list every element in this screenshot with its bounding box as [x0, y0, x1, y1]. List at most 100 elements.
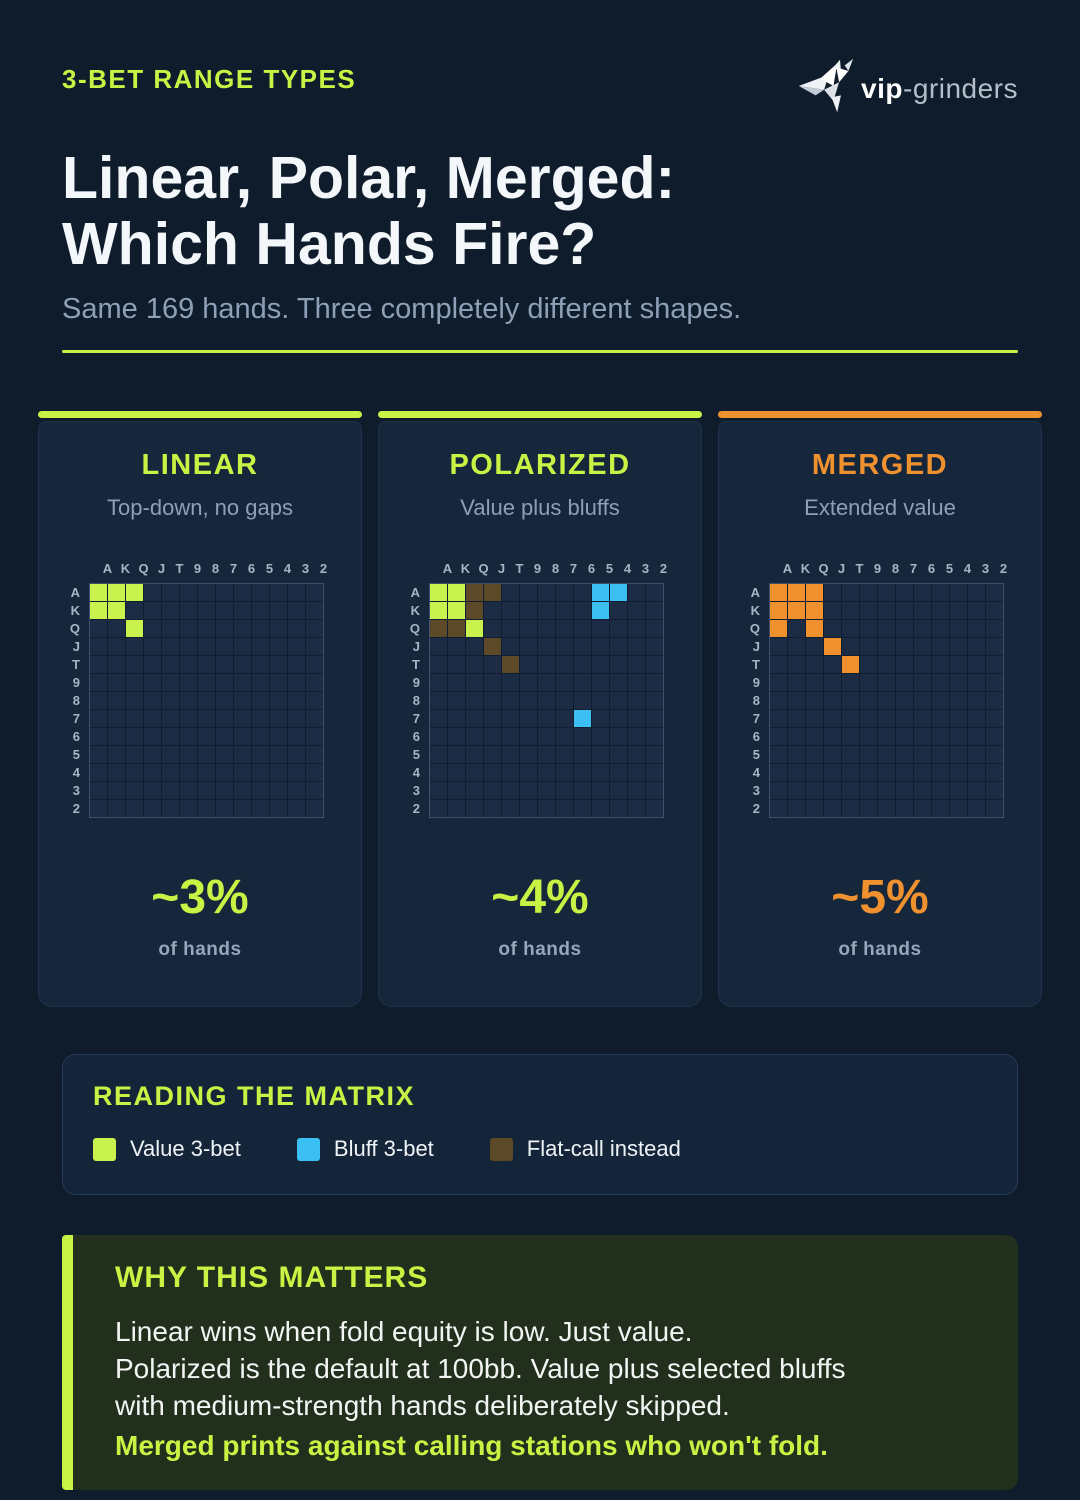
range-percentage-label: of hands	[498, 939, 582, 960]
matrix-cell	[896, 638, 913, 655]
matrix-cell	[968, 710, 985, 727]
matrix-cell	[556, 584, 573, 601]
matrix-row-label: A	[410, 585, 420, 600]
matrix-cell	[484, 674, 501, 691]
matrix-cell	[574, 620, 591, 637]
matrix-cell	[628, 602, 645, 619]
matrix-cell	[430, 728, 447, 745]
matrix-cell	[520, 728, 537, 745]
matrix-cell	[90, 620, 107, 637]
matrix-cell	[896, 746, 913, 763]
matrix-row-label: A	[70, 585, 80, 600]
matrix-row-label: 4	[412, 765, 420, 780]
matrix-cell	[162, 782, 179, 799]
matrix-cell	[252, 620, 269, 637]
matrix-cell	[950, 746, 967, 763]
matrix-cell	[520, 746, 537, 763]
matrix-col-header: J	[497, 561, 506, 576]
legend-title: READING THE MATRIX	[93, 1081, 415, 1111]
matrix-cell	[986, 746, 1003, 763]
matrix-cell	[180, 584, 197, 601]
matrix-cell	[252, 728, 269, 745]
matrix-cell	[806, 746, 823, 763]
matrix-cell	[216, 638, 233, 655]
matrix-cell	[484, 602, 501, 619]
matrix-cell	[592, 746, 609, 763]
matrix-cell	[932, 692, 949, 709]
matrix-cell	[950, 602, 967, 619]
matrix-col-header: 5	[605, 561, 614, 576]
matrix-cell	[180, 656, 197, 673]
matrix-cell	[270, 674, 287, 691]
card-accent-bar	[38, 411, 362, 418]
matrix-row-label: 9	[412, 675, 420, 690]
matrix-cell	[216, 800, 233, 817]
matrix-cell	[968, 584, 985, 601]
matrix-cell	[126, 674, 143, 691]
matrix-cell	[986, 620, 1003, 637]
matrix-cell	[234, 602, 251, 619]
matrix-row-label: 5	[752, 747, 760, 762]
matrix-col-header: T	[515, 561, 524, 576]
why-line: Linear wins when fold equity is low. Jus…	[115, 1316, 693, 1347]
matrix-cell	[896, 656, 913, 673]
matrix-row-label: K	[750, 603, 760, 618]
matrix-cell	[252, 746, 269, 763]
matrix-cell	[628, 638, 645, 655]
matrix-cell	[216, 620, 233, 637]
matrix-cell	[950, 728, 967, 745]
matrix-cell	[306, 764, 323, 781]
matrix-cell	[90, 584, 107, 601]
page-title-line1: Linear, Polar, Merged:	[62, 145, 676, 211]
matrix-cell	[198, 656, 215, 673]
matrix-cell	[574, 602, 591, 619]
matrix-cell	[860, 728, 877, 745]
matrix-col-header: K	[800, 561, 811, 576]
matrix-cell	[108, 728, 125, 745]
card-subtitle: Value plus bluffs	[460, 495, 620, 520]
matrix-col-header: 3	[301, 561, 310, 576]
matrix-cell	[628, 656, 645, 673]
matrix-cell	[288, 620, 305, 637]
matrix-cell	[556, 656, 573, 673]
matrix-row-label: 3	[72, 783, 80, 798]
matrix-cell	[502, 710, 519, 727]
matrix-cell	[896, 692, 913, 709]
matrix-cell	[556, 620, 573, 637]
matrix-cell	[484, 656, 501, 673]
matrix-cell	[646, 620, 663, 637]
matrix-cell	[824, 746, 841, 763]
matrix-cell	[90, 764, 107, 781]
matrix-cell	[484, 692, 501, 709]
matrix-cell	[252, 782, 269, 799]
matrix-cell	[824, 764, 841, 781]
matrix-cell	[824, 692, 841, 709]
matrix-row-label: 5	[72, 747, 80, 762]
matrix-cell	[878, 746, 895, 763]
matrix-cell	[270, 710, 287, 727]
matrix-cell	[216, 728, 233, 745]
matrix-cell	[646, 782, 663, 799]
matrix-cell	[932, 800, 949, 817]
matrix-cell	[556, 692, 573, 709]
matrix-cell	[270, 746, 287, 763]
matrix-cell	[610, 584, 627, 601]
matrix-cell	[574, 692, 591, 709]
matrix-cell	[234, 710, 251, 727]
matrix-cell	[842, 710, 859, 727]
matrix-cell	[878, 692, 895, 709]
why-this-matters-box: WHY THIS MATTERS Linear wins when fold e…	[62, 1235, 1018, 1490]
matrix-cell	[234, 656, 251, 673]
matrix-cell	[646, 746, 663, 763]
matrix-cell	[288, 764, 305, 781]
matrix-cell	[986, 638, 1003, 655]
matrix-cell	[592, 638, 609, 655]
matrix-cell	[628, 620, 645, 637]
matrix-cell	[824, 584, 841, 601]
matrix-row-label: T	[752, 657, 760, 672]
matrix-cell	[108, 746, 125, 763]
matrix-cell	[788, 638, 805, 655]
